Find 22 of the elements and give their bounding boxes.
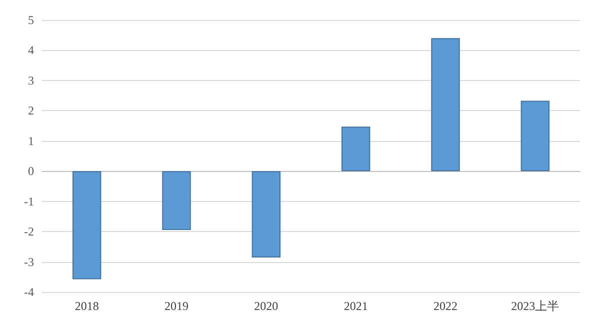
bar	[162, 171, 191, 230]
x-tick-label: 2018	[74, 299, 99, 313]
x-tick-label: 2023上半	[511, 299, 560, 313]
y-tick-label: 0	[28, 164, 34, 178]
y-tick-label: -4	[24, 285, 34, 299]
y-tick-label: -3	[24, 254, 34, 269]
bar	[72, 171, 102, 280]
bar	[252, 171, 281, 258]
bar	[431, 38, 460, 172]
x-tick-label: 2020	[254, 299, 278, 313]
y-tick-label: 2	[28, 104, 34, 118]
y-tick-label: 1	[28, 134, 34, 148]
y-tick-label: 5	[28, 13, 34, 27]
x-tick-label: 2021	[344, 299, 368, 313]
x-tick-label: 2022	[434, 299, 458, 313]
y-tick-label: 4	[28, 43, 34, 58]
y-tick-label: -2	[24, 224, 34, 239]
y-tick-label: 3	[28, 73, 34, 88]
bar	[341, 126, 370, 172]
y-tick-label: -1	[24, 194, 34, 208]
x-tick-label: 2019	[164, 299, 188, 313]
bar	[520, 100, 550, 172]
